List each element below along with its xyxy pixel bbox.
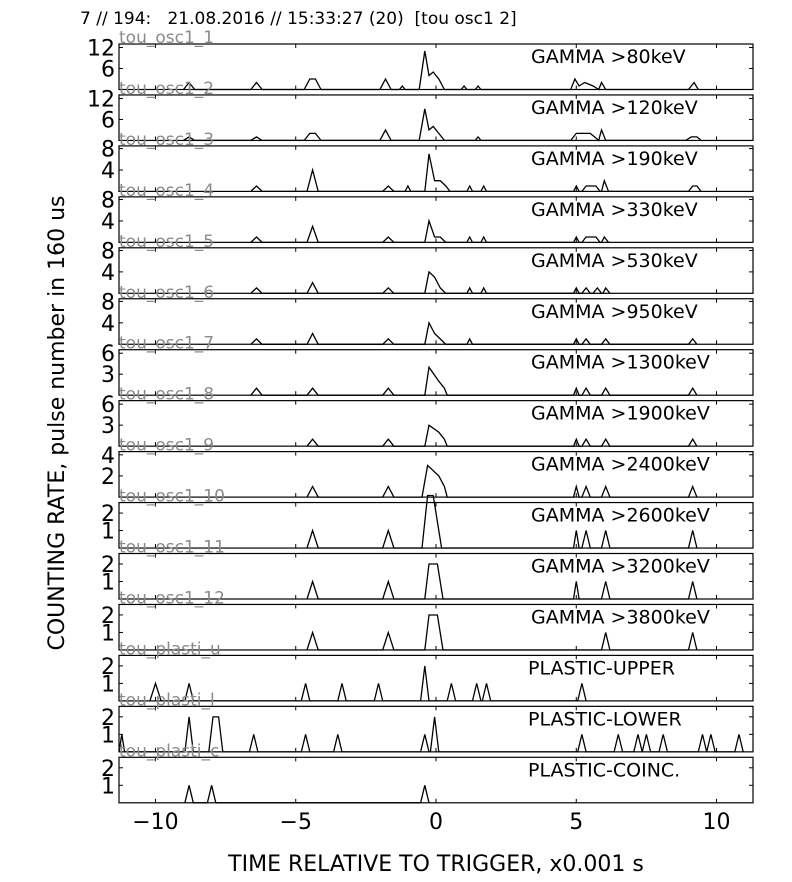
- y-tick-label: 4: [101, 210, 115, 235]
- y-tick-label: 3: [101, 363, 115, 388]
- y-tick-label: 8: [101, 239, 115, 264]
- panel-frame: [118, 756, 754, 804]
- panel-frame: [118, 145, 754, 192]
- y-tick-label: 2: [101, 502, 115, 527]
- channel-name: tou_osc1_11: [119, 538, 225, 558]
- series-line-tou_plasti_u: [149, 665, 587, 702]
- panel-frame: [118, 247, 754, 294]
- channel-name: tou_osc1_4: [119, 181, 214, 201]
- y-tick-label: 2: [101, 655, 115, 680]
- panel-frame: [118, 196, 754, 243]
- channel-name: tou_plasti_u: [119, 639, 221, 659]
- panel-frame: [118, 43, 754, 91]
- channel-name: tou_osc1_10: [119, 487, 225, 507]
- panel-label: PLASTIC-UPPER: [528, 657, 675, 679]
- series-line-tou_osc1_5: [250, 270, 611, 294]
- channel-name: tou_osc1_5: [119, 232, 214, 252]
- y-axis-label: COUNTING RATE, pulse number in 160 us: [45, 195, 70, 650]
- series-line-tou_osc1_1: [182, 50, 699, 91]
- panel-frame: [118, 501, 754, 549]
- panel-frame: [118, 400, 754, 447]
- panel-label: PLASTIC-LOWER: [528, 708, 682, 730]
- y-tick-label: 1: [101, 723, 115, 748]
- panel-frame: [118, 603, 754, 651]
- y-tick-label: 2: [101, 604, 115, 629]
- series-line-tou_osc1_8: [306, 424, 698, 447]
- panel-frame: [118, 654, 754, 702]
- y-tick-label: 4: [101, 159, 115, 184]
- y-tick-label: 4: [101, 444, 115, 469]
- panel-label: GAMMA >530keV: [531, 250, 698, 272]
- panel-label: GAMMA >120keV: [531, 97, 698, 119]
- figure-header: 7 // 194: 21.08.2016 // 15:33:27 (20) [t…: [80, 9, 517, 29]
- panel-label: GAMMA >2600keV: [531, 505, 710, 527]
- y-tick-label: 8: [101, 189, 115, 214]
- channel-name: tou_osc1_8: [119, 385, 214, 405]
- y-tick-label: 3: [101, 414, 115, 439]
- y-tick-label: 6: [101, 393, 115, 418]
- panel-frame: [118, 298, 754, 345]
- channel-name: tou_osc1_7: [119, 334, 214, 354]
- series-line-tou_osc1_7: [250, 365, 698, 396]
- series-line-tou_osc1_6: [250, 320, 698, 345]
- panel-label: GAMMA >330keV: [531, 199, 698, 221]
- channel-name: tou_osc1_1: [119, 28, 214, 48]
- y-tick-label: 8: [101, 138, 115, 163]
- panel-label: GAMMA >3200keV: [531, 556, 710, 578]
- x-tick-label: 5: [569, 810, 583, 835]
- series-line-tou_osc1_4: [250, 218, 610, 244]
- y-tick-label: 1: [101, 571, 115, 596]
- y-tick-label: 1: [101, 621, 115, 646]
- x-tick-label: −5: [280, 810, 312, 835]
- channel-name: tou_osc1_6: [119, 283, 214, 303]
- y-tick-label: 2: [101, 706, 115, 731]
- y-tick-label: 6: [101, 342, 115, 367]
- y-tick-label: 2: [101, 553, 115, 578]
- y-tick-label: 6: [101, 58, 115, 83]
- x-tick-label: 10: [703, 810, 731, 835]
- panel-label: GAMMA >190keV: [531, 148, 698, 170]
- panel-frame: [118, 451, 754, 498]
- panel-label: GAMMA >3800keV: [531, 606, 710, 628]
- y-tick-label: 1: [101, 774, 115, 799]
- panel-frame: [118, 705, 754, 753]
- y-tick-label: 8: [101, 290, 115, 315]
- y-tick-label: 2: [101, 465, 115, 490]
- channel-name: tou_osc1_3: [119, 130, 214, 150]
- y-tick-label: 4: [101, 312, 115, 337]
- channel-name: tou_osc1_9: [119, 436, 214, 456]
- panel-label: GAMMA >1300keV: [531, 352, 710, 374]
- panel-frame: [118, 349, 754, 396]
- channel-name: tou_osc1_12: [119, 588, 225, 608]
- panel-label: GAMMA >80keV: [531, 46, 686, 68]
- y-tick-label: 4: [101, 261, 115, 286]
- y-tick-label: 6: [101, 108, 115, 133]
- x-axis-label: TIME RELATIVE TO TRIGGER, x0.001 s: [227, 852, 644, 877]
- channel-name: tou_osc1_2: [119, 79, 214, 99]
- y-tick-label: 12: [87, 37, 115, 62]
- panel-label: GAMMA >1900keV: [531, 403, 710, 425]
- channel-name: tou_plasti_c: [119, 741, 219, 761]
- panel-label: GAMMA >2400keV: [531, 454, 710, 476]
- panel-frame: [118, 552, 754, 600]
- panel-frame: [118, 94, 754, 142]
- channel-name: tou_plasti_l: [119, 690, 215, 710]
- series-line-tou_plasti_c: [184, 785, 430, 804]
- y-tick-label: 12: [87, 87, 115, 112]
- y-tick-label: 1: [101, 520, 115, 545]
- y-tick-label: 1: [101, 672, 115, 697]
- panel-label: PLASTIC-COINC.: [528, 759, 680, 781]
- panel-label: GAMMA >950keV: [531, 301, 698, 323]
- y-tick-label: 2: [101, 757, 115, 782]
- x-tick-label: 0: [429, 810, 443, 835]
- x-tick-label: −10: [132, 810, 178, 835]
